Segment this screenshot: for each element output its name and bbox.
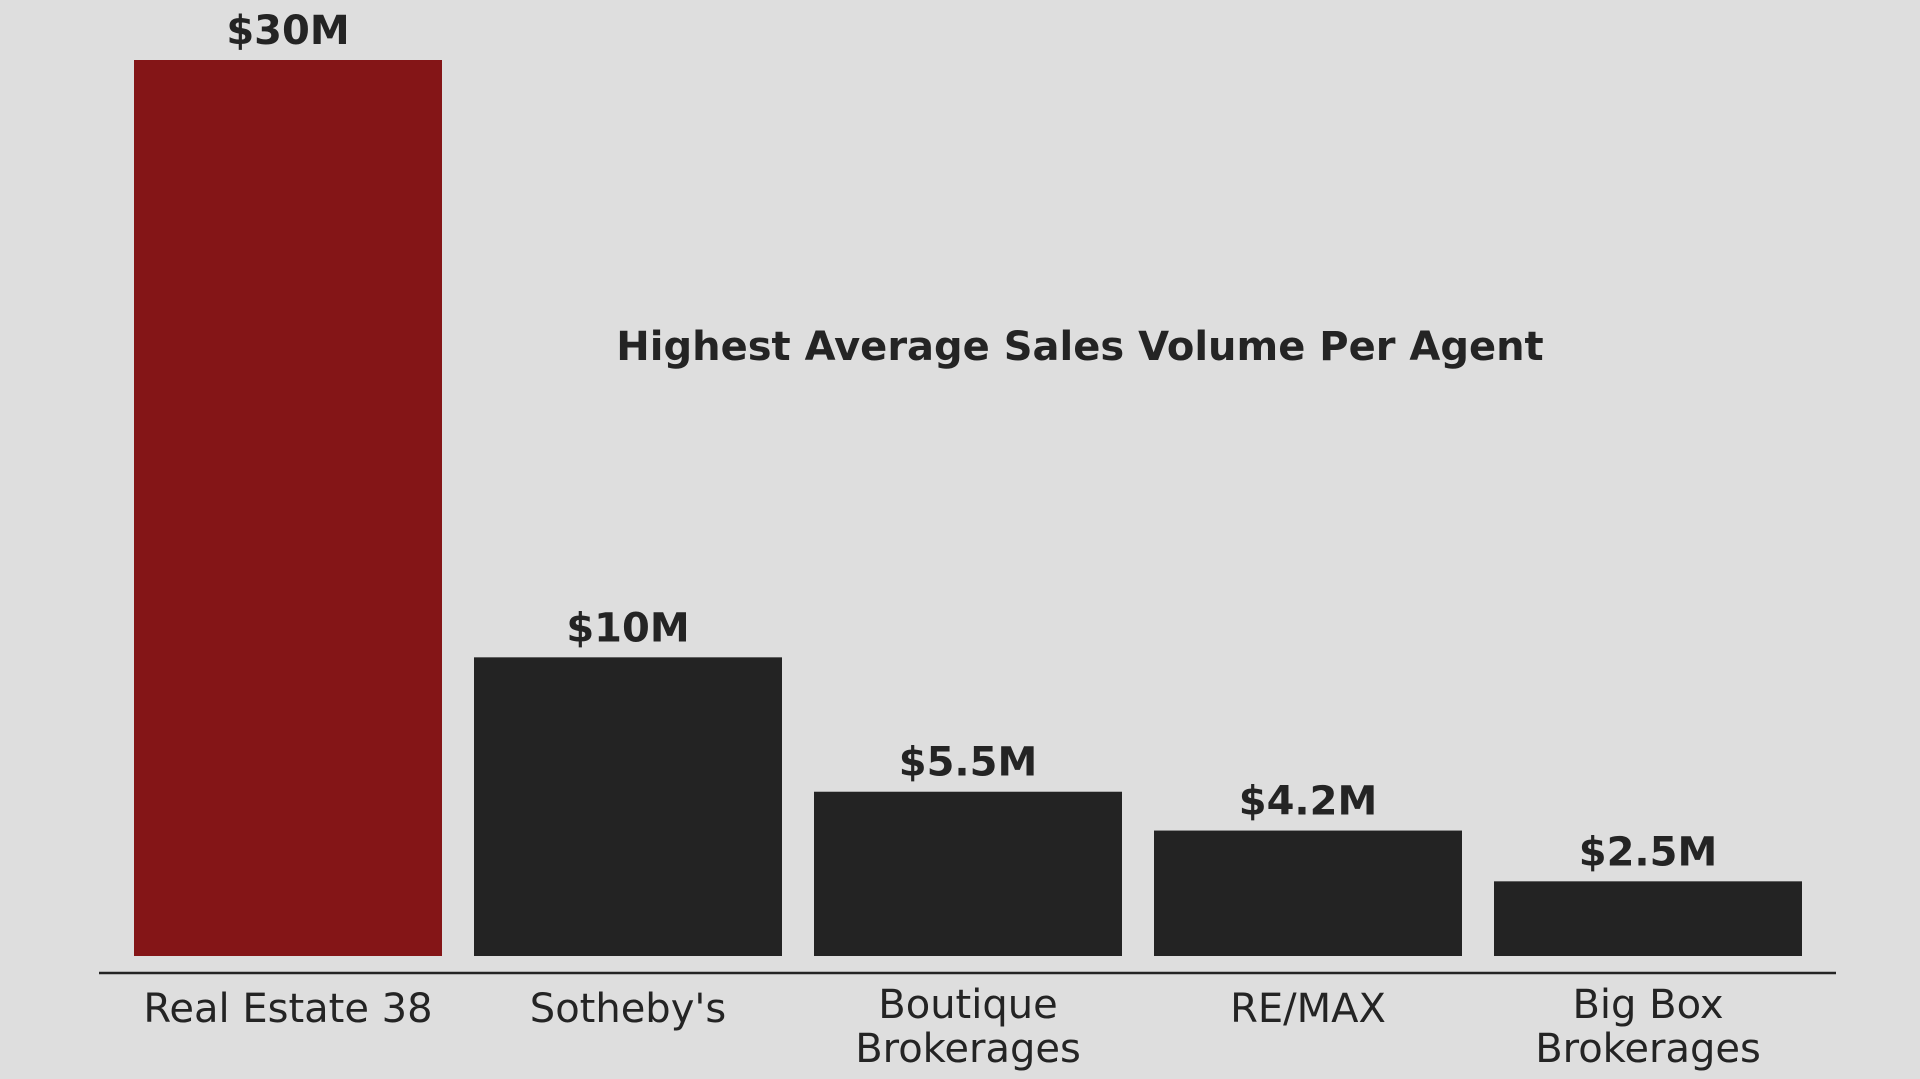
category-label-line: RE/MAX: [1230, 986, 1386, 1032]
bar-re-max: [1154, 830, 1462, 956]
value-label-re-max: $4.2M: [1239, 779, 1378, 825]
category-label-real-estate-38: Real Estate 38: [143, 986, 432, 1032]
value-labels-group: $30M $10M $5.5M $4.2M $2.5M: [226, 8, 1717, 875]
category-label-line: Real Estate 38: [143, 986, 432, 1032]
category-label-big-box-brokerages: Big Box Brokerages: [1535, 982, 1761, 1072]
value-label-real-estate-38: $30M: [226, 8, 349, 54]
category-labels-group: Real Estate 38 Sotheby's Boutique Brokerage…: [143, 982, 1760, 1072]
category-label-boutique-brokerages: Boutique Brokerages: [855, 982, 1081, 1072]
bars-group: [134, 60, 1802, 956]
value-label-boutique-brokerages: $5.5M: [899, 740, 1038, 786]
chart-title: Highest Average Sales Volume Per Agent: [616, 324, 1543, 370]
category-label-line: Sotheby's: [530, 986, 726, 1032]
bar-big-box-brokerages: [1494, 881, 1802, 956]
category-label-line: Boutique: [878, 982, 1057, 1028]
bar-real-estate-38: [134, 60, 442, 956]
value-label-big-box-brokerages: $2.5M: [1579, 829, 1718, 875]
category-label-sotheby-s: Sotheby's: [530, 986, 726, 1032]
category-label-line: Big Box: [1572, 982, 1723, 1028]
category-label-line: Brokerages: [855, 1026, 1081, 1072]
bar-boutique-brokerages: [814, 791, 1122, 956]
bar-sotheby-s: [474, 657, 782, 956]
category-label-line: Brokerages: [1535, 1026, 1761, 1072]
category-label-re-max: RE/MAX: [1230, 986, 1386, 1032]
value-label-sotheby-s: $10M: [566, 605, 689, 651]
